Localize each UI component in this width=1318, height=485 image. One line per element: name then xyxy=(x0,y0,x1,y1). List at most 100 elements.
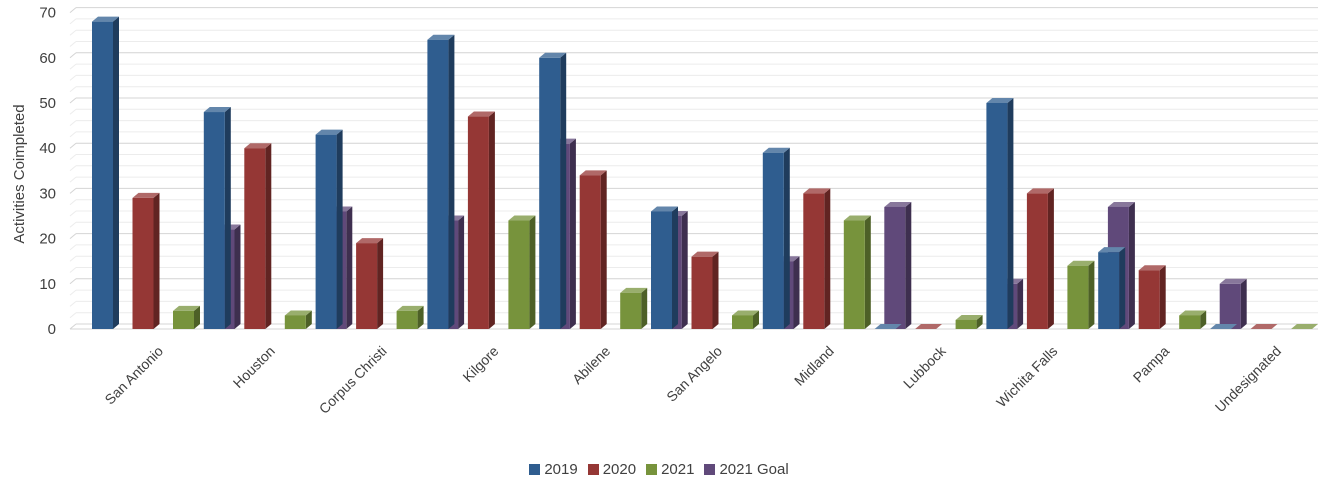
gridline-side xyxy=(69,301,77,307)
legend-swatch xyxy=(529,464,541,475)
bar-front xyxy=(884,206,906,329)
gridline-side xyxy=(69,142,77,149)
bar-top xyxy=(1250,324,1278,329)
bar-side xyxy=(265,143,272,329)
bar-top xyxy=(92,16,119,22)
bar-top xyxy=(1291,324,1318,329)
y-tick-label: 40 xyxy=(39,140,56,157)
bar-top xyxy=(620,287,648,293)
bar xyxy=(843,215,871,329)
bar xyxy=(427,34,455,329)
bar-top xyxy=(284,310,312,316)
bar-side xyxy=(569,138,576,329)
bar-side xyxy=(712,251,719,329)
gridline-side xyxy=(69,52,77,59)
bar-front xyxy=(508,220,530,329)
y-tick-label: 30 xyxy=(39,185,56,202)
bar-top xyxy=(732,310,759,316)
x-category-label: San Angelo xyxy=(663,343,725,405)
y-tick-label: 70 xyxy=(39,5,56,22)
bar-top xyxy=(132,192,160,198)
bar-top xyxy=(427,34,455,40)
bar xyxy=(356,238,384,329)
y-tick-label: 10 xyxy=(39,276,56,293)
gridline-side xyxy=(69,165,77,172)
bar-side xyxy=(346,206,353,329)
bar-front xyxy=(92,21,113,329)
gridline-side xyxy=(69,75,77,81)
bar xyxy=(284,310,312,329)
x-category-label: Pampa xyxy=(1130,343,1173,386)
bar-side xyxy=(336,129,343,329)
bar-top xyxy=(1179,310,1207,316)
bar xyxy=(1067,260,1095,329)
bar-top xyxy=(1098,247,1126,253)
x-category-label: Midland xyxy=(791,343,837,389)
bar xyxy=(884,201,912,329)
bar xyxy=(132,192,160,329)
y-tick-label: 50 xyxy=(39,95,56,112)
bar-top xyxy=(356,238,384,244)
bar xyxy=(1179,310,1207,329)
bar-side xyxy=(753,310,759,329)
bar-side xyxy=(448,34,455,329)
bar xyxy=(203,107,231,329)
x-category-label: Houston xyxy=(230,343,278,391)
bar-top xyxy=(651,206,678,212)
bar xyxy=(691,251,719,329)
x-category-label: Corpus Christi xyxy=(316,343,390,417)
bar-top xyxy=(1107,201,1135,207)
bar-side xyxy=(194,305,200,329)
bar-top xyxy=(986,98,1014,103)
bar-front xyxy=(315,134,337,329)
bar-top xyxy=(1026,188,1054,194)
bar-side xyxy=(1007,98,1014,329)
gridline-side xyxy=(69,255,77,262)
bar-side xyxy=(458,215,465,329)
bar-front xyxy=(1138,270,1160,329)
bar xyxy=(1098,247,1126,329)
bar-side xyxy=(1047,188,1054,329)
bar-side xyxy=(488,111,495,329)
bar-top xyxy=(1219,278,1247,284)
bar xyxy=(467,111,495,329)
gridline-side xyxy=(69,18,77,25)
y-tick-label: 60 xyxy=(39,50,56,67)
gridline-side xyxy=(69,267,77,273)
bar-side xyxy=(976,314,983,329)
y-tick-label: 0 xyxy=(48,321,56,338)
bar-top xyxy=(762,147,790,153)
bar xyxy=(874,324,902,329)
legend-label: 2021 xyxy=(661,461,695,478)
y-axis-title: Activities Coimpleted xyxy=(11,104,28,243)
bar-side xyxy=(1128,201,1135,329)
gridline-side xyxy=(69,278,77,285)
legend-item: 2021 Goal xyxy=(704,461,789,478)
bar-side xyxy=(234,224,241,329)
legend-item: 2019 xyxy=(529,461,578,478)
bar-side xyxy=(681,211,688,329)
gridline-side xyxy=(69,7,77,13)
gridline-side xyxy=(69,154,77,160)
bar-side xyxy=(1200,310,1207,329)
gridline-side xyxy=(69,199,77,206)
bar-top xyxy=(467,111,495,117)
legend-label: 2020 xyxy=(602,461,637,478)
bar-top xyxy=(508,215,536,221)
x-category-label: Abilene xyxy=(569,343,613,387)
gridline-side xyxy=(69,210,77,217)
bar-side xyxy=(641,287,648,329)
bar-side xyxy=(1088,260,1095,329)
bar-side xyxy=(153,192,160,329)
bar xyxy=(92,16,119,329)
bar xyxy=(732,310,759,329)
gridline-side xyxy=(69,188,77,194)
gridline-side xyxy=(69,86,77,93)
bar xyxy=(1026,188,1054,329)
bar-side xyxy=(529,215,536,329)
bar xyxy=(1291,324,1318,329)
legend-swatch xyxy=(704,464,716,475)
gridline-side xyxy=(69,289,77,296)
bar-top xyxy=(396,305,424,311)
bar-front xyxy=(1219,283,1241,329)
